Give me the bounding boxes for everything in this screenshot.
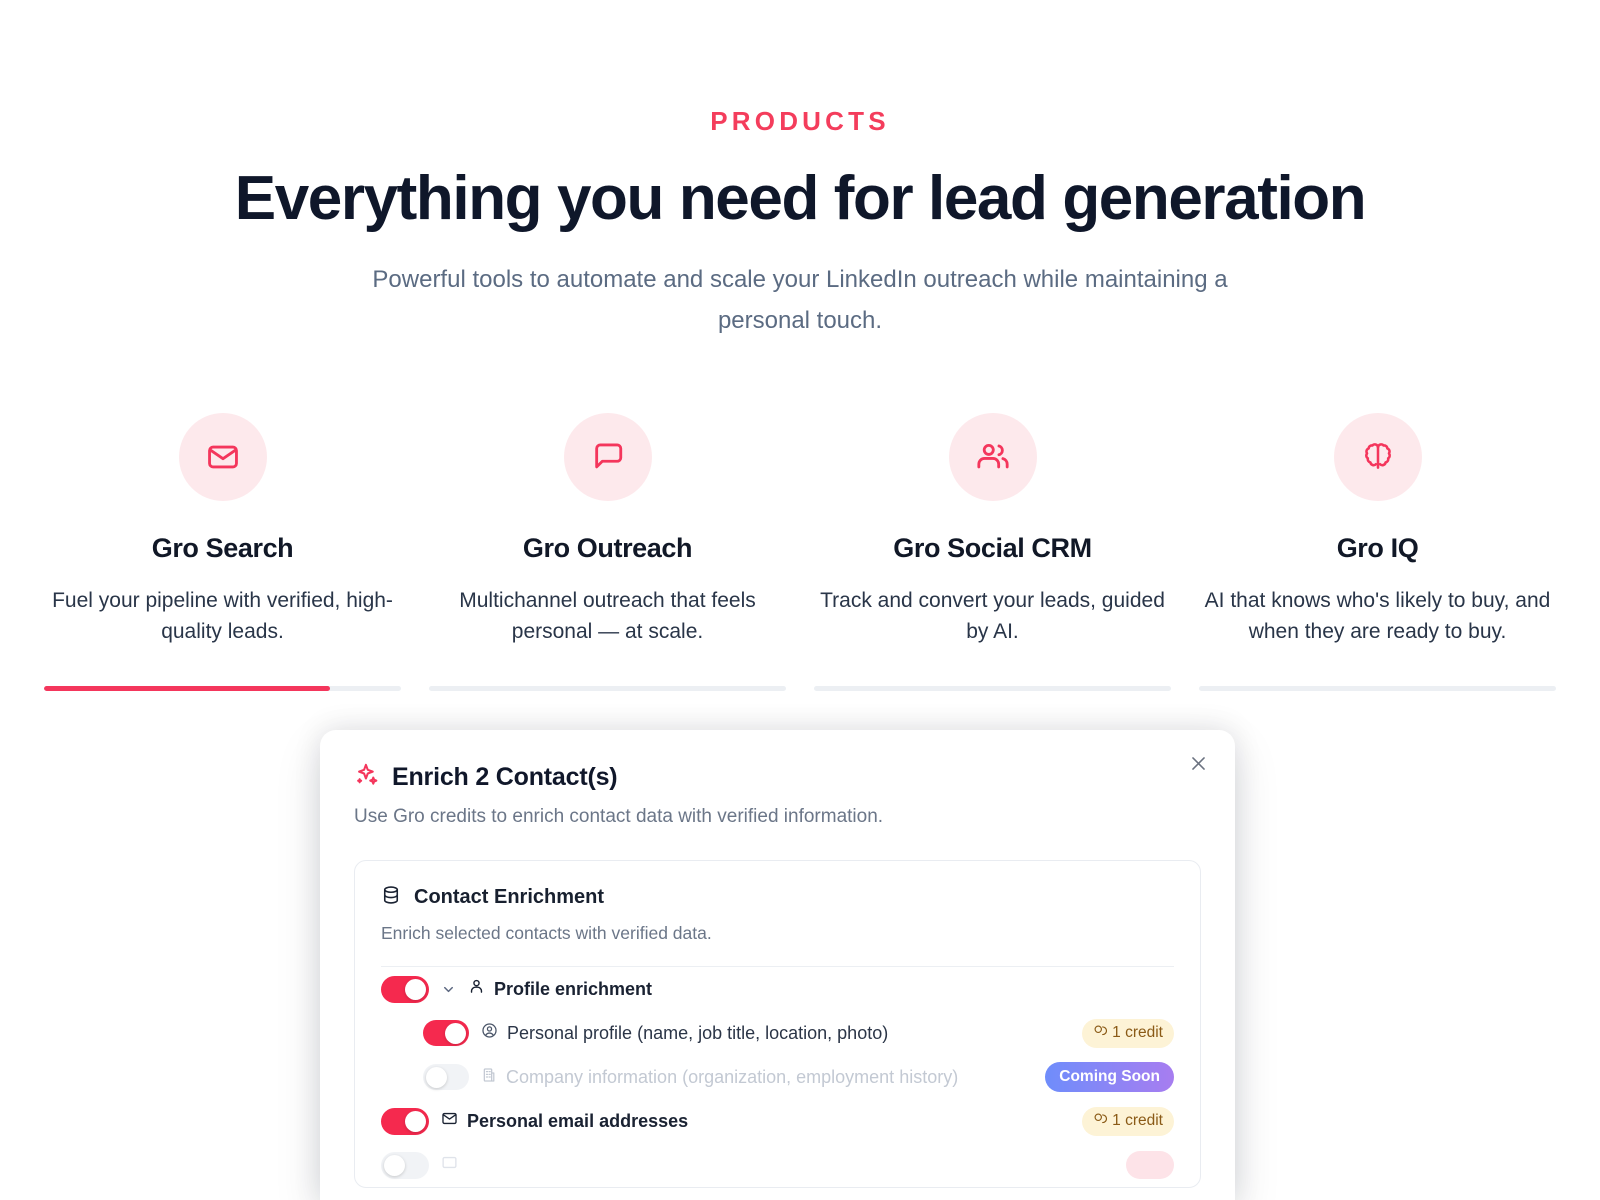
product-card-gro-social-crm[interactable]: Gro Social CRM Track and convert your le… [800,413,1185,647]
row-label-text: Company information (organization, emplo… [506,1066,959,1087]
building-icon [481,1067,497,1088]
toggle-knob [405,978,426,1000]
product-progress-fill [44,685,330,691]
product-description: Multichannel outreach that feels persona… [459,589,756,644]
product-card-gro-search[interactable]: Gro Search Fuel your pipeline with verif… [30,413,415,647]
modal-subtitle: Use Gro credits to enrich contact data w… [354,806,884,827]
panel-title: Contact Enrichment [414,886,605,908]
row-label: Company information (organization, emplo… [481,1067,958,1088]
row-label-text: Profile enrichment [494,978,653,999]
message-icon [563,413,652,502]
enrich-contacts-modal: Enrich 2 Contact(s) Use Gro credits to e… [320,730,1235,1200]
mail-icon [178,413,267,502]
users-icon [948,413,1037,502]
row-label [441,1154,458,1176]
enrichment-row: Profile enrichment [381,967,1174,1011]
product-description: Fuel your pipeline with verified, high-q… [52,589,393,644]
enrichment-row: Personal email addresses 1 credit [381,1099,1174,1143]
toggle-partial[interactable] [381,1151,429,1179]
page-title: Everything you need for lead generation [234,164,1367,233]
section-subtitle: Powerful tools to automate and scale you… [372,265,1228,335]
database-icon [381,885,401,910]
product-title: Gro Search [151,533,294,564]
product-list: Gro Search Fuel your pipeline with verif… [0,413,1600,647]
product-progress-track[interactable] [814,685,1171,691]
status-badge-credit: 1 credit [1082,1106,1174,1136]
product-card-gro-iq[interactable]: Gro IQ AI that knows who's likely to buy… [1185,413,1570,647]
product-progress-track[interactable] [44,685,401,691]
row-label-text: Personal email addresses [467,1110,689,1131]
status-badge-coming-soon: Coming Soon [1045,1062,1174,1092]
placeholder-icon [441,1154,458,1176]
product-progress-rail [0,685,1600,691]
row-label: Profile enrichment [468,978,652,1000]
panel-subtitle: Enrich selected contacts with verified d… [381,923,712,943]
status-badge-credit: 1 credit [1082,1018,1174,1048]
envelope-icon [441,1110,458,1132]
contact-enrichment-panel: Contact Enrichment Enrich selected conta… [354,860,1201,1188]
toggle-knob [384,1154,405,1176]
divider [381,966,1174,967]
toggle-company-information[interactable] [423,1064,469,1090]
chevron-down-icon[interactable] [441,982,456,997]
row-label: Personal profile (name, job title, locat… [481,1022,888,1044]
enrichment-row: Company information (organization, emplo… [381,1055,1174,1099]
toggle-knob [426,1067,447,1088]
enrichment-row: Personal profile (name, job title, locat… [381,1011,1174,1055]
brain-icon [1333,413,1422,502]
row-label: Personal email addresses [441,1110,688,1132]
product-title: Gro Social CRM [893,533,1092,564]
modal-header: Enrich 2 Contact(s) [354,762,1201,793]
modal-title: Enrich 2 Contact(s) [392,763,618,791]
sparkles-icon [354,762,380,793]
product-description: AI that knows who's likely to buy, and w… [1204,589,1551,644]
product-title: Gro Outreach [522,533,693,564]
toggle-personal-profile[interactable] [423,1020,469,1046]
product-progress-track[interactable] [1199,685,1556,691]
status-badge-partial [1126,1151,1174,1179]
toggle-knob [405,1110,426,1132]
toggle-personal-email-addresses[interactable] [381,1107,429,1135]
product-description: Track and convert your leads, guided by … [820,589,1165,644]
badge-text: 1 credit [1112,1024,1163,1041]
close-icon[interactable] [1183,748,1213,778]
badge-text: 1 credit [1112,1112,1163,1129]
user-circle-icon [481,1022,498,1044]
section-eyebrow: PRODUCTS [710,106,890,136]
row-label-text: Personal profile (name, job title, locat… [507,1022,889,1043]
person-icon [468,978,485,1000]
product-progress-track[interactable] [429,685,786,691]
toggle-profile-enrichment[interactable] [381,975,429,1003]
enrichment-row-partial [381,1143,1174,1187]
product-title: Gro IQ [1336,533,1419,564]
coins-icon [1093,1112,1108,1131]
product-card-gro-outreach[interactable]: Gro Outreach Multichannel outreach that … [415,413,800,647]
toggle-knob [445,1023,466,1044]
coins-icon [1093,1024,1108,1043]
